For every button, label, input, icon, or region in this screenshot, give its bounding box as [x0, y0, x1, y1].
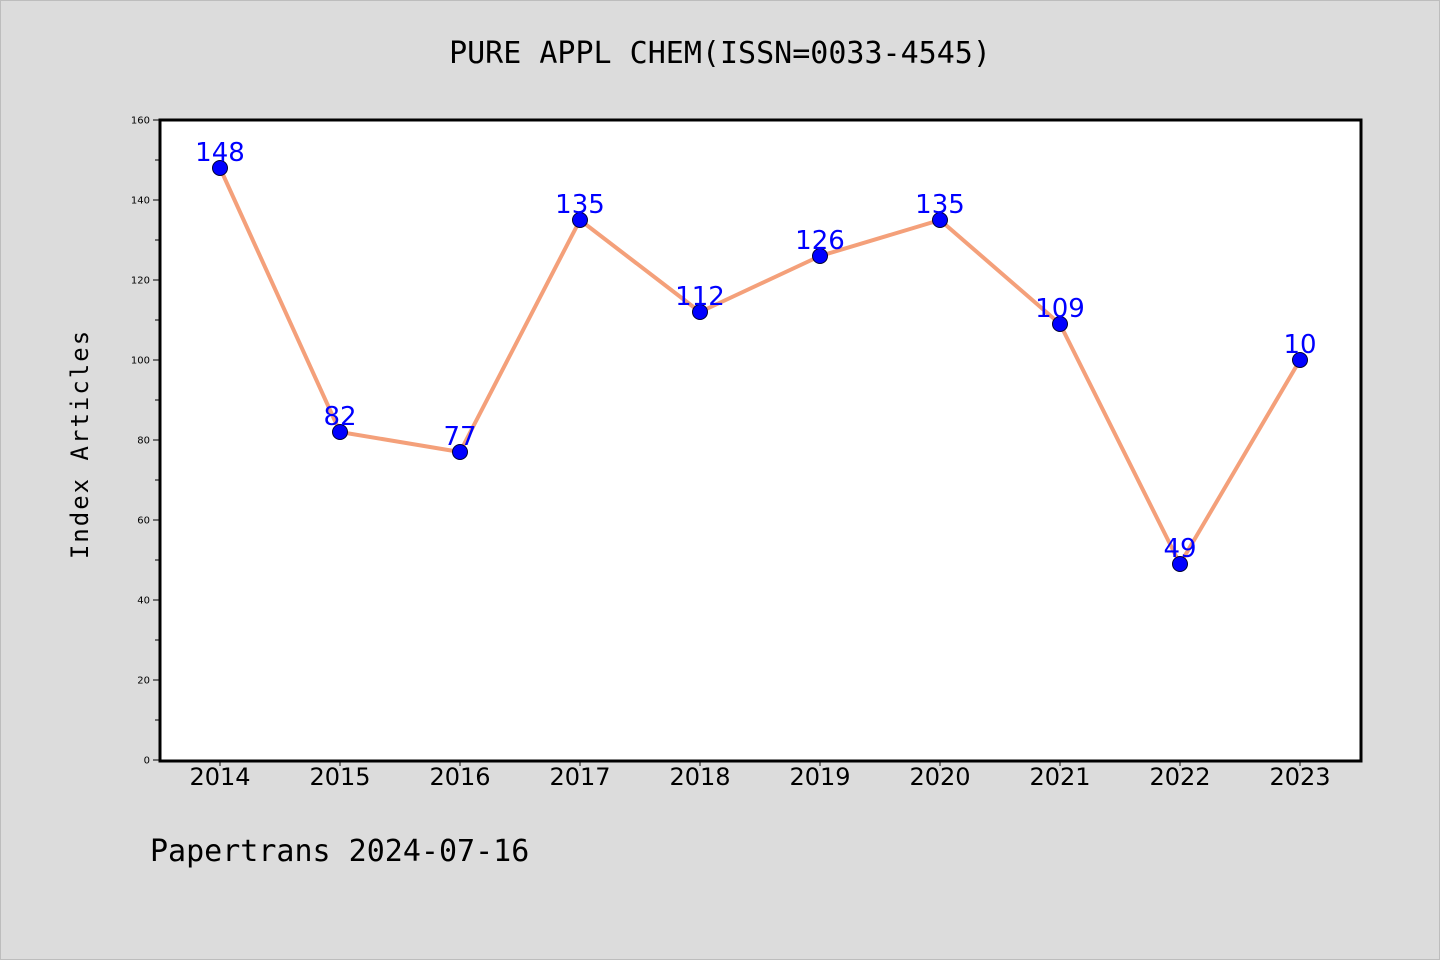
plot-area	[158, 118, 1363, 763]
data-point	[212, 160, 228, 176]
x-tick-label: 2014	[189, 763, 250, 791]
data-point	[452, 444, 468, 460]
data-point	[332, 424, 348, 440]
data-point	[1292, 352, 1308, 368]
x-tick-label: 2015	[309, 763, 370, 791]
y-tick-label: 160	[131, 116, 150, 127]
data-label: 135	[915, 190, 965, 220]
x-axis: 2014 2015 2016 2017 2018 2019 2020 2021 2022 2023	[189, 760, 1331, 791]
data-point	[692, 304, 708, 320]
data-point	[572, 212, 588, 228]
data-label: 109	[1035, 294, 1085, 324]
data-label: 82	[323, 402, 356, 432]
y-tick-label: 140	[131, 196, 150, 207]
footer-credit: Papertrans 2024-07-16	[150, 834, 530, 869]
y-tick-label: 0	[144, 756, 150, 767]
data-point	[812, 248, 828, 264]
x-tick-label: 2021	[1029, 763, 1090, 791]
y-tick-label: 20	[137, 676, 150, 687]
x-tick-label: 2019	[789, 763, 850, 791]
data-label: 77	[443, 422, 476, 452]
x-tick-label: 2023	[1269, 763, 1330, 791]
series-line	[218, 167, 1302, 566]
data-label: 135	[555, 190, 605, 220]
data-point	[1172, 556, 1188, 572]
data-label: 49	[1163, 534, 1196, 564]
x-tick-label: 2022	[1149, 763, 1210, 791]
y-axis: 0 20 40 60 80 100 120 140 160	[131, 116, 160, 767]
y-tick-label: 60	[137, 516, 150, 527]
data-point	[932, 212, 948, 228]
x-tick-label: 2017	[549, 763, 610, 791]
data-label: 10	[1283, 330, 1316, 360]
x-tick-label: 2016	[429, 763, 490, 791]
y-tick-label: 100	[131, 356, 150, 367]
data-label: 148	[195, 138, 245, 168]
data-label: 112	[675, 282, 725, 312]
data-point	[1052, 316, 1068, 332]
y-tick-label: 120	[131, 276, 150, 287]
data-label: 126	[795, 226, 845, 256]
y-tick-label: 40	[137, 596, 150, 607]
chart-title: PURE APPL CHEM(ISSN=0033-4545)	[449, 36, 991, 71]
x-tick-label: 2018	[669, 763, 730, 791]
y-tick-label: 80	[137, 436, 150, 447]
x-tick-label: 2020	[909, 763, 970, 791]
series-group: 148 82 77 135 112 126 135 109 49 10	[195, 138, 1317, 572]
